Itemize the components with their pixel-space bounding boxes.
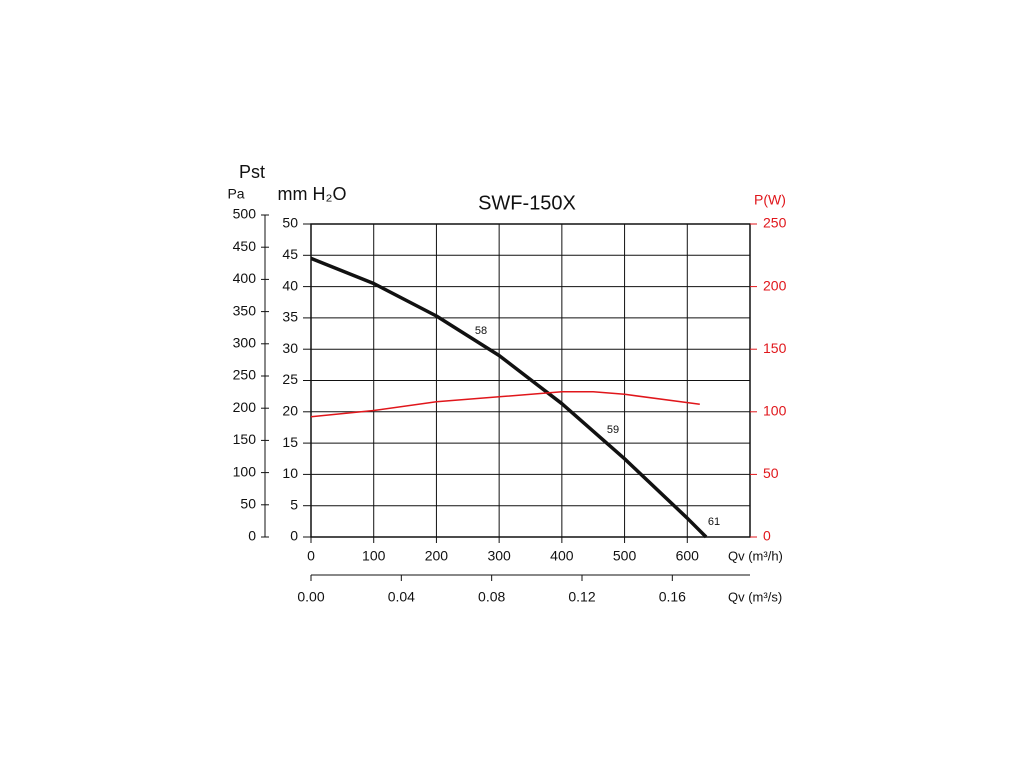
curve-annotation: 61 (708, 516, 720, 528)
x-tick-label: 500 (613, 548, 637, 564)
y-unit-label: mm H₂O (278, 184, 347, 204)
x-tick-label: 0 (307, 548, 315, 564)
y-tick-label: 0 (290, 528, 298, 544)
y-tick-label: 5 (290, 496, 298, 512)
pa-tick-label: 400 (233, 270, 257, 286)
pa-tick-label: 450 (233, 238, 257, 254)
pa-tick-label: 350 (233, 302, 257, 318)
curve-annotation: 59 (607, 424, 619, 436)
pa-tick-label: 100 (233, 463, 257, 479)
x2-tick-label: 0.04 (388, 589, 415, 605)
pa-tick-label: 150 (233, 431, 257, 447)
x-tick-label: 300 (487, 548, 511, 564)
y2-tick-label: 100 (763, 403, 787, 419)
x2-tick-label: 0.08 (478, 589, 505, 605)
x2-tick-label: 0.00 (297, 589, 324, 605)
y2-tick-label: 50 (763, 465, 779, 481)
x-tick-label: 600 (676, 548, 700, 564)
y-tick-label: 25 (282, 371, 298, 387)
pa-tick-label: 500 (233, 206, 257, 222)
y-tick-label: 40 (282, 277, 298, 293)
y-tick-label: 30 (282, 340, 298, 356)
x2-label: Qv (m³/s) (728, 589, 782, 604)
y-tick-label: 45 (282, 246, 298, 262)
y2-tick-label: 0 (763, 528, 771, 544)
y-tick-label: 20 (282, 403, 298, 419)
pa-label: Pa (227, 186, 244, 202)
chart-title: SWF-150X (478, 192, 576, 214)
curve-annotation: 58 (475, 325, 487, 337)
x-tick-label: 100 (362, 548, 386, 564)
pa-tick-label: 50 (240, 496, 256, 512)
pa-tick-label: 300 (233, 335, 257, 351)
y2-tick-label: 250 (763, 215, 787, 231)
y-tick-label: 50 (282, 215, 298, 231)
y2-tick-label: 150 (763, 340, 787, 356)
y-tick-label: 35 (282, 309, 298, 325)
x2-tick-label: 0.12 (568, 589, 595, 605)
x2-tick-label: 0.16 (659, 589, 686, 605)
x-label: Qv (m³/h) (728, 548, 783, 563)
pa-tick-label: 0 (248, 528, 256, 544)
pressure-curve (310, 256, 708, 539)
y-label: Pst (239, 162, 265, 182)
y-tick-label: 15 (282, 434, 298, 450)
pa-tick-label: 200 (233, 399, 257, 415)
x-tick-label: 400 (550, 548, 574, 564)
y2-tick-label: 200 (763, 277, 787, 293)
y-tick-label: 10 (282, 465, 298, 481)
power-curve (310, 391, 700, 418)
y2-label: P(W) (754, 192, 786, 208)
x-tick-label: 200 (425, 548, 449, 564)
pa-tick-label: 250 (233, 367, 257, 383)
